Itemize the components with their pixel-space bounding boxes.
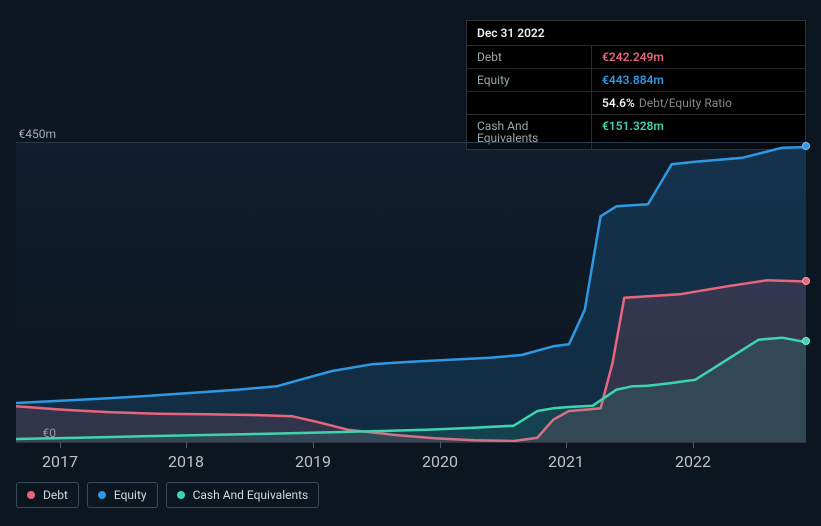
chart-plot-area (16, 142, 806, 442)
chart-tooltip: Dec 31 2022 Debt€242.249mEquity€443.884m… (466, 20, 806, 150)
x-axis-line (16, 442, 806, 443)
series-end-marker-debt (802, 277, 810, 285)
tooltip-row: 54.6%Debt/Equity Ratio (467, 92, 805, 115)
series-end-marker-cash-and-equivalents (802, 337, 810, 345)
tooltip-row-label (467, 92, 592, 114)
legend-item-cash-and-equivalents[interactable]: Cash And Equivalents (166, 482, 320, 508)
legend-dot-icon (177, 491, 185, 499)
x-axis-label: 2018 (168, 452, 204, 471)
tooltip-row-label: Equity (467, 69, 592, 91)
chart-svg (16, 143, 806, 443)
tooltip-row-value: €443.884m (592, 69, 674, 91)
tooltip-row: Debt€242.249m (467, 46, 805, 69)
x-axis-label: 2022 (675, 452, 711, 471)
tooltip-row-label: Debt (467, 46, 592, 68)
x-axis-label: 2020 (422, 452, 458, 471)
legend-item-label: Cash And Equivalents (193, 488, 309, 502)
x-axis-label: 2021 (548, 452, 584, 471)
legend-dot-icon (98, 491, 106, 499)
x-axis-tick (440, 442, 441, 448)
x-axis-tick (313, 442, 314, 448)
y-axis-max-label: €450m (0, 127, 56, 141)
tooltip-row-value: 54.6%Debt/Equity Ratio (592, 92, 742, 114)
x-axis-label: 2017 (42, 452, 78, 471)
tooltip-row-value: €242.249m (592, 46, 674, 68)
legend-item-equity[interactable]: Equity (87, 482, 158, 508)
tooltip-date: Dec 31 2022 (467, 21, 805, 46)
legend-item-debt[interactable]: Debt (16, 482, 79, 508)
x-axis-label: 2019 (295, 452, 331, 471)
x-axis-tick (693, 442, 694, 448)
series-end-marker-equity (802, 142, 810, 150)
legend-item-label: Debt (43, 488, 68, 502)
x-axis-tick (60, 442, 61, 448)
legend-item-label: Equity (114, 488, 147, 502)
chart-legend: Debt Equity Cash And Equivalents (16, 482, 319, 508)
x-axis-tick (566, 442, 567, 448)
tooltip-row: Equity€443.884m (467, 69, 805, 92)
legend-dot-icon (27, 491, 35, 499)
x-axis-tick (186, 442, 187, 448)
